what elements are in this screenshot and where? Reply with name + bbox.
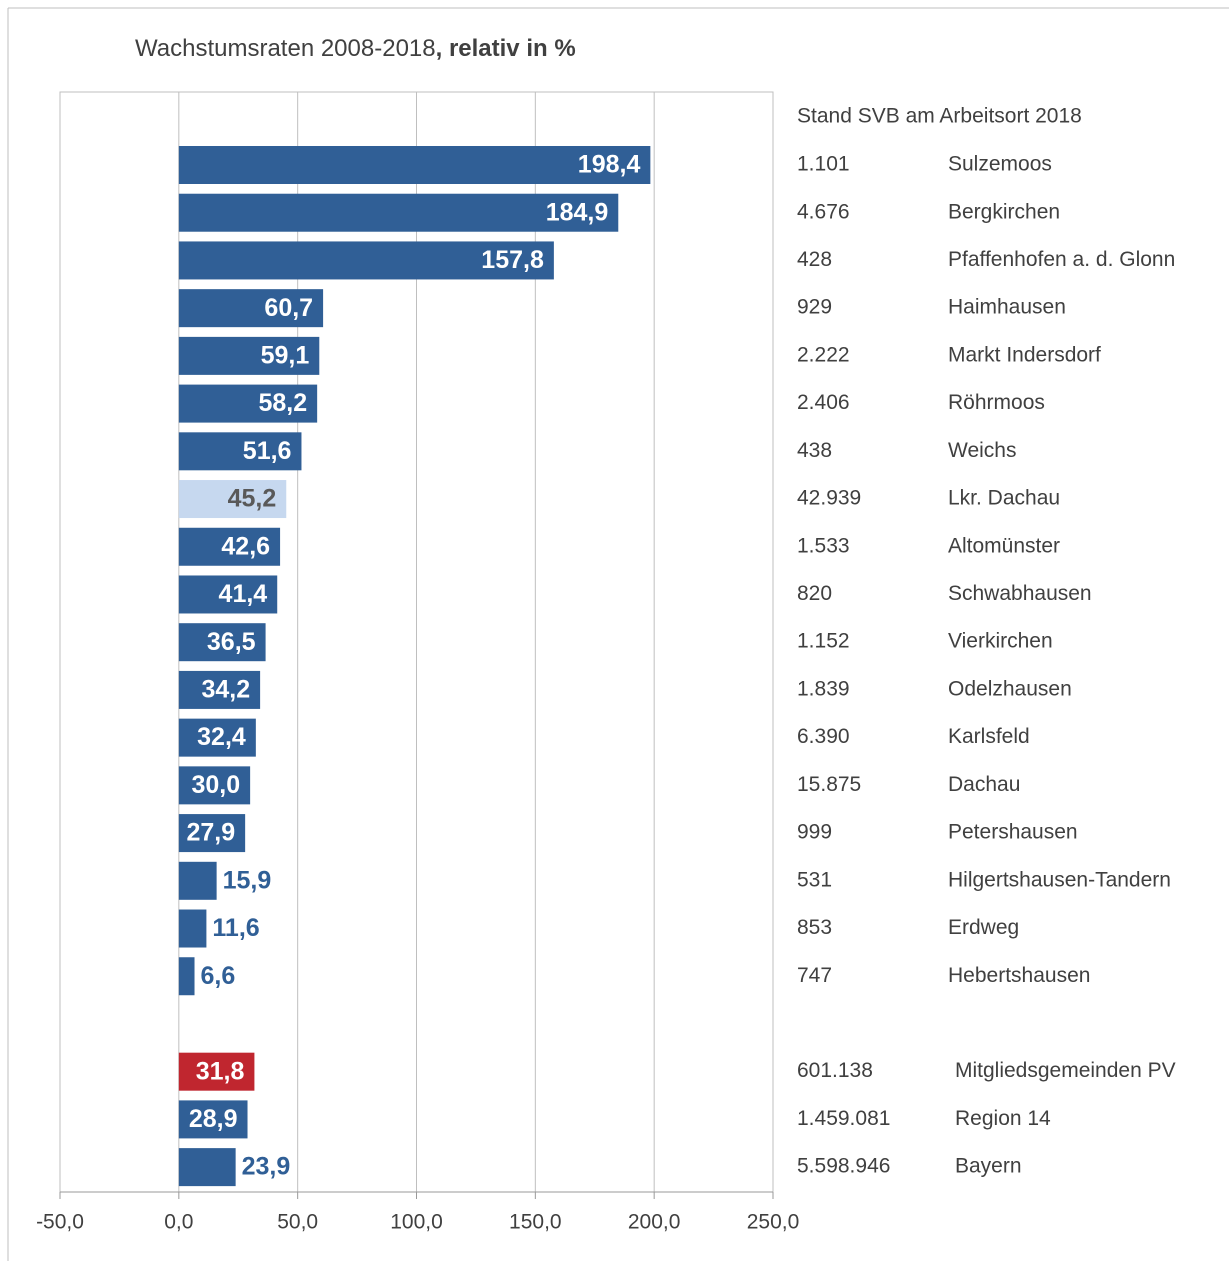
value-label: 157,8 bbox=[481, 246, 544, 274]
bar bbox=[178, 861, 217, 900]
svb-value: 2.406 bbox=[797, 391, 850, 414]
bar bbox=[178, 1148, 236, 1187]
value-label: 42,6 bbox=[221, 532, 270, 560]
svb-value: 6.390 bbox=[797, 725, 850, 748]
bar bbox=[178, 1100, 248, 1139]
category-label: Sulzemoos bbox=[948, 153, 1052, 176]
value-label: 184,9 bbox=[546, 198, 609, 226]
bar bbox=[178, 289, 324, 328]
value-label: 45,2 bbox=[228, 485, 277, 513]
value-label: 60,7 bbox=[264, 294, 313, 322]
value-label: 58,2 bbox=[258, 389, 307, 417]
svb-value: 1.533 bbox=[797, 534, 850, 557]
category-label: Haimhausen bbox=[948, 296, 1066, 319]
x-tick-label: 100,0 bbox=[390, 1211, 443, 1234]
x-tick-label: 0,0 bbox=[164, 1211, 193, 1234]
value-label: 6,6 bbox=[201, 962, 236, 990]
bar bbox=[178, 623, 266, 662]
bar bbox=[178, 384, 318, 423]
x-tick-label: 150,0 bbox=[509, 1211, 562, 1234]
bar bbox=[178, 814, 246, 853]
bar bbox=[178, 718, 256, 757]
category-label: Mitgliedsgemeinden PV bbox=[955, 1059, 1176, 1082]
value-label: 27,9 bbox=[186, 819, 235, 847]
svb-value: 428 bbox=[797, 248, 832, 271]
x-tick-label: 250,0 bbox=[747, 1211, 800, 1234]
bar bbox=[178, 432, 302, 471]
title-main: Wachstumsraten 2008-2018 bbox=[135, 35, 436, 62]
category-label: Vierkirchen bbox=[948, 630, 1053, 653]
svb-value: 438 bbox=[797, 439, 832, 462]
bar bbox=[178, 575, 278, 614]
bar bbox=[178, 1052, 255, 1091]
value-label: 51,6 bbox=[243, 437, 292, 465]
category-label: Bergkirchen bbox=[948, 200, 1060, 223]
category-label: Dachau bbox=[948, 773, 1020, 796]
value-label: 34,2 bbox=[201, 676, 250, 704]
category-label: Karlsfeld bbox=[948, 725, 1030, 748]
category-label: Petershausen bbox=[948, 821, 1078, 844]
bar bbox=[178, 670, 261, 709]
svb-value: 42.939 bbox=[797, 487, 861, 510]
value-label: 31,8 bbox=[196, 1057, 245, 1085]
category-label: Hilgertshausen-Tandern bbox=[948, 868, 1171, 891]
table-header: Stand SVB am Arbeitsort 2018 bbox=[797, 105, 1082, 128]
value-label: 36,5 bbox=[207, 628, 256, 656]
category-label: Erdweg bbox=[948, 916, 1019, 939]
bar bbox=[178, 241, 554, 280]
svb-value: 1.839 bbox=[797, 677, 850, 700]
bar bbox=[178, 480, 287, 519]
bar bbox=[178, 909, 207, 948]
category-label: Markt Indersdorf bbox=[948, 343, 1101, 366]
svb-value: 999 bbox=[797, 821, 832, 844]
category-label: Lkr. Dachau bbox=[948, 487, 1060, 510]
value-label: 11,6 bbox=[212, 914, 259, 942]
value-label: 30,0 bbox=[191, 771, 240, 799]
svb-value: 929 bbox=[797, 296, 832, 319]
value-label: 59,1 bbox=[261, 341, 310, 369]
category-label: Weichs bbox=[948, 439, 1016, 462]
category-label: Schwabhausen bbox=[948, 582, 1092, 605]
category-label: Pfaffenhofen a. d. Glonn bbox=[948, 248, 1175, 271]
bar bbox=[178, 336, 320, 375]
bar bbox=[178, 146, 651, 184]
value-label: 23,9 bbox=[242, 1153, 291, 1181]
svb-value: 1.459.081 bbox=[797, 1107, 890, 1130]
value-label: 41,4 bbox=[219, 580, 268, 608]
category-label: Hebertshausen bbox=[948, 964, 1090, 987]
category-label: Altomünster bbox=[948, 534, 1060, 557]
bar bbox=[178, 527, 281, 566]
svb-value: 5.598.946 bbox=[797, 1155, 890, 1178]
svb-value: 853 bbox=[797, 916, 832, 939]
svb-value: 531 bbox=[797, 868, 832, 891]
bar bbox=[178, 957, 195, 996]
value-label: 32,4 bbox=[197, 723, 246, 751]
category-label: Region 14 bbox=[955, 1107, 1051, 1130]
svb-value: 820 bbox=[797, 582, 832, 605]
svb-value: 15.875 bbox=[797, 773, 861, 796]
x-tick-label: 50,0 bbox=[277, 1211, 318, 1234]
value-label: 198,4 bbox=[578, 151, 641, 179]
category-label: Bayern bbox=[955, 1155, 1022, 1178]
svb-value: 601.138 bbox=[797, 1059, 873, 1082]
svb-value: 1.152 bbox=[797, 630, 850, 653]
x-tick-label: 200,0 bbox=[628, 1211, 681, 1234]
category-label: Odelzhausen bbox=[948, 677, 1072, 700]
svb-value: 4.676 bbox=[797, 200, 850, 223]
value-label: 28,9 bbox=[189, 1105, 238, 1133]
value-label: 15,9 bbox=[223, 866, 272, 894]
chart-title: Wachstumsraten 2008-2018, relativ in % bbox=[135, 35, 576, 62]
category-label: Röhrmoos bbox=[948, 391, 1045, 414]
svb-value: 2.222 bbox=[797, 343, 850, 366]
bar bbox=[178, 766, 251, 805]
x-tick-label: -50,0 bbox=[36, 1211, 84, 1234]
svb-value: 1.101 bbox=[797, 153, 850, 176]
svb-value: 747 bbox=[797, 964, 832, 987]
bar bbox=[178, 193, 619, 232]
title-bold: , relativ in % bbox=[436, 35, 576, 62]
